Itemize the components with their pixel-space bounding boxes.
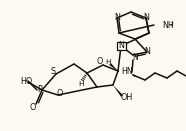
Text: OH: OH	[121, 94, 133, 102]
Text: O: O	[30, 102, 36, 111]
Text: NH: NH	[162, 20, 174, 29]
Text: H: H	[105, 59, 111, 65]
Text: N: N	[118, 42, 124, 50]
Text: 2: 2	[170, 21, 174, 26]
Text: N: N	[144, 48, 150, 56]
Polygon shape	[109, 63, 118, 71]
Text: N: N	[132, 53, 138, 61]
Text: H: H	[78, 81, 84, 87]
Text: O: O	[97, 58, 103, 67]
Polygon shape	[113, 85, 123, 97]
Text: HO: HO	[20, 77, 32, 86]
FancyBboxPatch shape	[116, 42, 126, 50]
Text: P: P	[38, 86, 42, 94]
Text: S: S	[50, 67, 56, 77]
Text: N: N	[143, 13, 149, 23]
Text: HN: HN	[121, 67, 133, 77]
Text: O: O	[57, 89, 63, 97]
Text: N: N	[114, 13, 120, 23]
